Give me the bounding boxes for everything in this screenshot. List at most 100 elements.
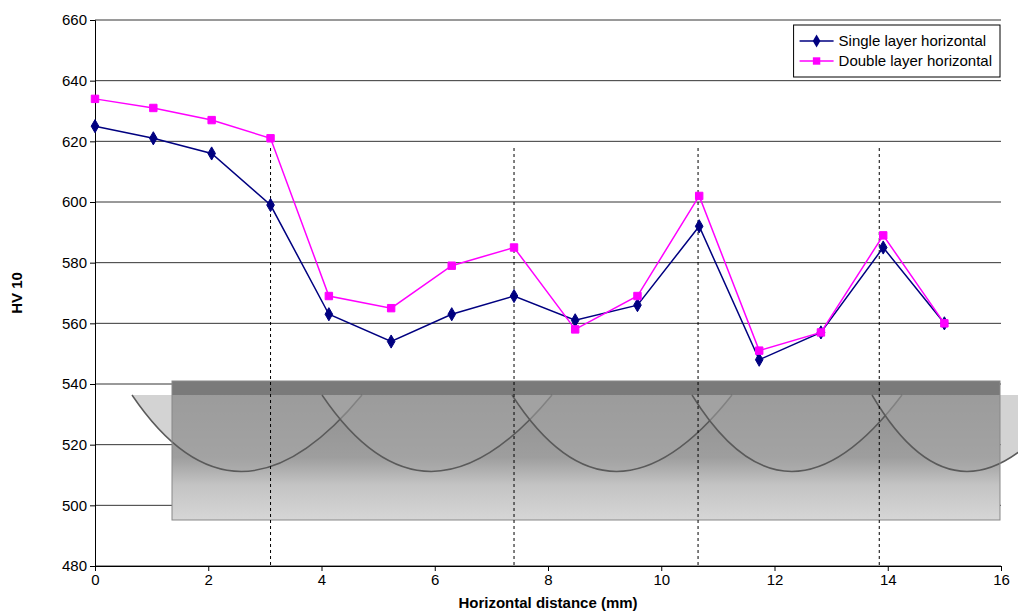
tick-label: 540 <box>62 375 87 392</box>
plot: 0 2 4 6 8 10 12 14 16 480 500 520 540 560 580 600 620 640… <box>62 11 1018 587</box>
tick-label: 580 <box>62 254 87 271</box>
series-point <box>387 335 395 348</box>
inset-bead <box>692 395 902 471</box>
inset-bead <box>132 395 362 471</box>
tick: 4 <box>318 566 326 588</box>
series-point <box>208 147 216 160</box>
tick-label: 560 <box>62 315 87 332</box>
series-point <box>91 120 99 133</box>
tick: 8 <box>544 566 552 588</box>
tick: 540 <box>62 375 95 392</box>
tick-label: 480 <box>62 557 87 574</box>
inset-surface <box>172 381 1000 395</box>
legend-marker <box>813 57 820 64</box>
tick: 640 <box>62 72 95 89</box>
series-line <box>95 99 944 351</box>
series-point <box>387 304 394 311</box>
series-point <box>448 262 455 269</box>
tick-mark <box>90 263 95 264</box>
x-axis: 0 2 4 6 8 10 12 14 16 <box>91 566 1010 588</box>
series-point <box>941 320 948 327</box>
tick-label: 4 <box>318 571 326 588</box>
tick: 10 <box>653 566 670 588</box>
tick-mark <box>90 202 95 203</box>
tick-label: 640 <box>62 72 87 89</box>
series-point <box>150 132 158 145</box>
grid <box>95 20 1001 566</box>
y-axis: 480 500 520 540 560 580 600 620 640 660 <box>62 11 96 574</box>
legend-marker <box>813 34 821 47</box>
tick-mark <box>90 323 95 324</box>
tick-mark <box>90 20 95 21</box>
inset-bead <box>322 395 552 471</box>
legend-label: Double layer horizontal <box>839 52 992 69</box>
tick: 2 <box>205 566 213 588</box>
tick-label: 16 <box>993 571 1010 588</box>
tick-label: 0 <box>91 571 99 588</box>
series-point <box>510 289 518 302</box>
tick: 600 <box>62 193 95 210</box>
series-point <box>634 299 642 312</box>
tick-label: 6 <box>431 571 439 588</box>
micrograph-inset <box>132 381 1018 520</box>
reference-line <box>698 148 699 566</box>
x-axis-title: Horizontal distance (mm) <box>458 594 637 611</box>
tick-label: 660 <box>62 11 87 28</box>
reference-lines <box>271 148 880 566</box>
tick-label: 14 <box>880 571 897 588</box>
series-point <box>634 292 641 299</box>
tick: 480 <box>62 557 95 574</box>
legend: Single layer horizontal Double layer hori… <box>794 25 1000 77</box>
tick-mark <box>90 384 95 385</box>
series-point <box>267 198 275 211</box>
data-area <box>91 95 948 366</box>
grid-line <box>95 20 1001 21</box>
tick: 16 <box>993 566 1010 588</box>
series-point <box>880 232 887 239</box>
series-point <box>817 329 824 336</box>
tick: 660 <box>62 11 95 28</box>
series-point <box>91 95 98 102</box>
legend-label: Single layer horizontal <box>839 32 987 49</box>
series-point <box>267 135 274 142</box>
grid-line <box>95 202 1001 203</box>
legend-entry: Double layer horizontal <box>800 52 992 69</box>
series-point <box>448 308 456 321</box>
inset-bead <box>872 395 1018 471</box>
grid-line <box>95 141 1001 142</box>
legend-box <box>794 25 1000 77</box>
series-point <box>755 353 763 366</box>
tick-label: 8 <box>544 571 552 588</box>
reference-line <box>514 148 515 566</box>
inset-frame <box>172 381 1000 520</box>
series-point <box>879 241 887 254</box>
series-point <box>510 244 517 251</box>
chart: 0 2 4 6 8 10 12 14 16 480 500 520 540 560 580 600 620 640… <box>0 0 1018 614</box>
series-point <box>695 220 703 233</box>
legend-entry: Single layer horizontal <box>800 32 987 49</box>
tick-label: 10 <box>653 571 670 588</box>
tick: 12 <box>767 566 784 588</box>
series-point <box>756 347 763 354</box>
tick-mark <box>90 445 95 446</box>
tick: 6 <box>431 566 439 588</box>
tick: 620 <box>62 133 95 150</box>
series-point <box>695 192 702 199</box>
tick: 0 <box>91 566 99 588</box>
tick-mark <box>90 566 95 567</box>
y-axis-title: HV 10 <box>8 272 25 314</box>
tick-label: 600 <box>62 193 87 210</box>
tick-label: 620 <box>62 133 87 150</box>
series-point <box>208 116 215 123</box>
grid-line <box>95 80 1001 81</box>
grid-line <box>95 323 1001 324</box>
series-point <box>150 104 157 111</box>
tick-mark <box>90 141 95 142</box>
tick: 560 <box>62 315 95 332</box>
tick: 580 <box>62 254 95 271</box>
series-line <box>95 126 944 360</box>
tick-mark <box>90 81 95 82</box>
tick: 500 <box>62 497 95 514</box>
tick: 14 <box>880 566 897 588</box>
tick: 520 <box>62 436 95 453</box>
